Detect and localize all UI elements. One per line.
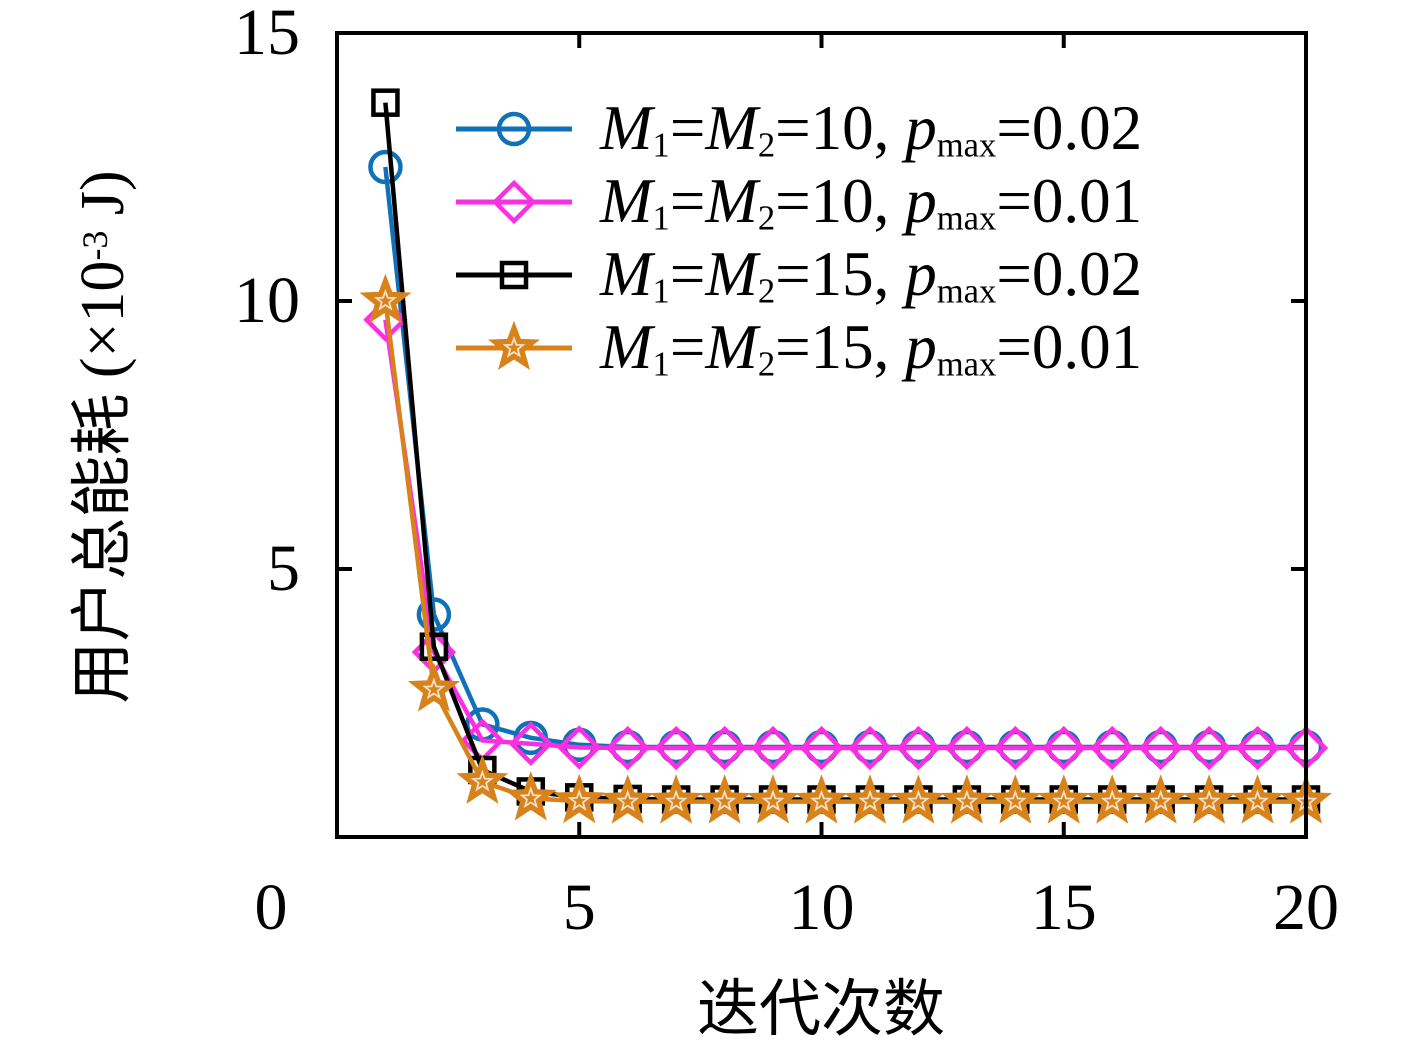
diamond-marker (1041, 725, 1086, 771)
legend: M1=M2=10, pmax=0.02 M1=M2=10, pmax=0.01 M1… (452, 92, 1142, 384)
diamond-marker (993, 725, 1038, 771)
star-marker-inner (761, 789, 785, 812)
circle-marker (496, 111, 532, 146)
x-tick-label: 20 (1273, 871, 1339, 944)
star-marker (747, 774, 799, 824)
tick-marks (337, 33, 1306, 837)
star-marker (844, 774, 896, 824)
star-marker-inner (373, 288, 397, 311)
star-marker-inner (1052, 789, 1076, 812)
star-marker (553, 773, 606, 824)
diamond-marker (653, 725, 699, 771)
star-marker (650, 774, 703, 824)
star-marker (1183, 774, 1236, 824)
y-tick-label: 10 (234, 264, 300, 337)
star-marker (1134, 774, 1187, 824)
star-marker (359, 273, 412, 324)
star-marker (892, 774, 945, 824)
diamond-marker (1090, 725, 1135, 771)
diamond-marker (1235, 725, 1280, 771)
diamond-marker (557, 725, 602, 770)
star-marker-inner (955, 789, 979, 812)
diamond-marker (847, 725, 893, 771)
y-axis-title: 用户总能耗 (×10-3 J) (69, 170, 137, 704)
star-marker-inner (502, 335, 526, 358)
y-tick-label: 15 (234, 0, 300, 69)
star-marker-inner (1246, 789, 1270, 812)
star-marker (698, 774, 751, 824)
diamond-marker (491, 179, 537, 224)
plot-frame (335, 31, 1308, 839)
star-marker-inner (422, 677, 446, 700)
square-marker (499, 260, 529, 289)
legend-sample (456, 260, 572, 289)
star-marker-inner (858, 789, 882, 812)
star-marker (1231, 774, 1284, 824)
x-tick-label: 5 (562, 871, 596, 944)
star-marker (1037, 774, 1090, 824)
legend-sample (456, 111, 572, 146)
diamond-marker (1138, 725, 1183, 771)
diamond-marker (944, 725, 990, 771)
star-marker-inner (1197, 789, 1221, 812)
x-tick-label: 0 (254, 871, 288, 944)
legend-label: M1=M2=10, pmax=0.02 (600, 92, 1143, 165)
star-marker (940, 774, 993, 824)
star-marker (601, 774, 654, 824)
legend-item: M1=M2=10, pmax=0.02 (452, 92, 1142, 165)
star-marker-inner (713, 789, 737, 812)
diamond-marker (750, 725, 796, 771)
star-marker-inner (664, 789, 688, 812)
legend-sample (456, 179, 572, 224)
star-marker (504, 771, 557, 821)
star-marker-inner (519, 786, 543, 809)
star-marker-inner (1149, 789, 1173, 812)
legend-sample (456, 320, 572, 370)
square-marker (419, 632, 449, 661)
star-marker-inner (810, 789, 833, 812)
y-tick-label: 5 (267, 532, 300, 605)
legend-item: M1=M2=10, pmax=0.01 (452, 165, 1142, 238)
star-marker-inner (567, 789, 591, 811)
star-marker-inner (906, 789, 930, 812)
legend-label: M1=M2=15, pmax=0.02 (600, 238, 1143, 311)
star-marker (989, 774, 1042, 824)
circle-marker (368, 149, 403, 185)
star-marker (456, 754, 509, 804)
diamond-marker (799, 725, 844, 771)
star-marker (795, 774, 848, 824)
diamond-marker (702, 725, 747, 771)
diamond-marker (605, 725, 650, 771)
square-marker (371, 88, 400, 117)
star-marker (488, 320, 540, 370)
star-marker-inner (616, 789, 640, 812)
legend-item: M1=M2=15, pmax=0.01 (452, 311, 1142, 384)
legend-label: M1=M2=15, pmax=0.01 (600, 311, 1143, 384)
diamond-marker (508, 721, 553, 766)
diamond-marker (1186, 725, 1232, 771)
star-marker-inner (1100, 789, 1124, 812)
series-line (383, 319, 1306, 751)
x-tick-label: 10 (788, 871, 855, 944)
star-marker (407, 662, 460, 712)
star-marker-inner (470, 769, 494, 792)
legend-item: M1=M2=15, pmax=0.02 (452, 238, 1142, 311)
x-tick-label: 15 (1030, 871, 1097, 944)
x-axis-title: 迭代次数 (696, 976, 946, 1044)
legend-label: M1=M2=10, pmax=0.01 (600, 165, 1143, 238)
diamond-marker (896, 725, 941, 771)
star-marker (1086, 774, 1139, 824)
star-marker-inner (1003, 789, 1027, 812)
